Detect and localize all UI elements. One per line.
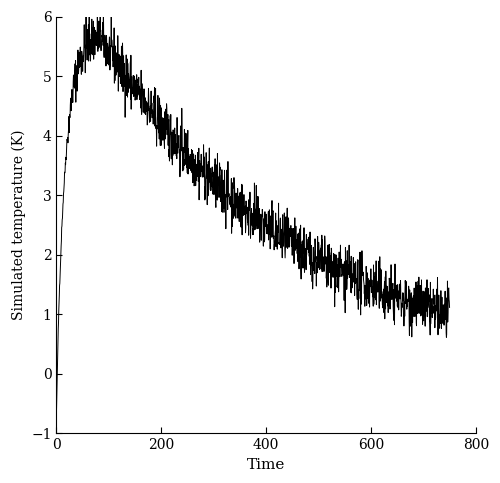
Y-axis label: Simulated temperature (K): Simulated temperature (K) <box>11 130 26 320</box>
X-axis label: Time: Time <box>247 458 286 472</box>
